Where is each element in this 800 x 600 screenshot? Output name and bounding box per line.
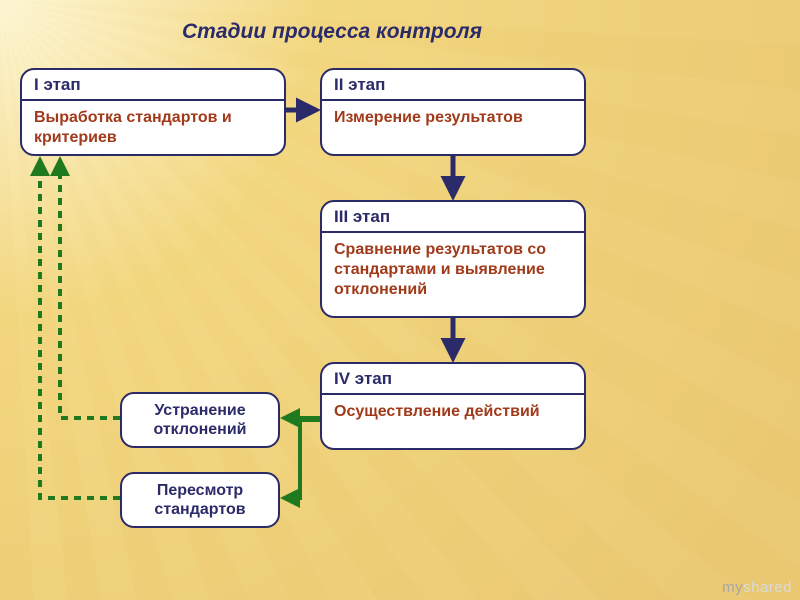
watermark-suffix: shared [743,579,792,596]
watermark: myshared [722,579,792,596]
stage-header: IV этап [322,364,584,395]
stage-body: Выработка стандартов и критериев [22,101,284,156]
stage-box-1: I этапВыработка стандартов и критериев [20,68,286,156]
stage-header: III этап [322,202,584,233]
stage-body: Измерение результатов [322,101,584,138]
stage-header: I этап [22,70,284,101]
watermark-prefix: my [722,579,743,596]
stage-body: Осуществление действий [322,395,584,432]
stage-box-4: IV этапОсуществление действий [320,362,586,450]
stage-box-2: II этапИзмерение результатов [320,68,586,156]
action-box-fix: Устранение отклонений [120,392,280,448]
arrow-fix-s1 [60,160,120,418]
arrow-s4-rev [284,420,320,498]
action-box-revise: Пересмотр стандартов [120,472,280,528]
diagram-title: Стадии процесса контроля [182,20,482,44]
stage-body: Сравнение результатов со стандартами и в… [322,233,584,310]
stage-header: II этап [322,70,584,101]
arrow-rev-s1 [40,160,120,498]
stage-box-3: III этапСравнение результатов со стандар… [320,200,586,318]
